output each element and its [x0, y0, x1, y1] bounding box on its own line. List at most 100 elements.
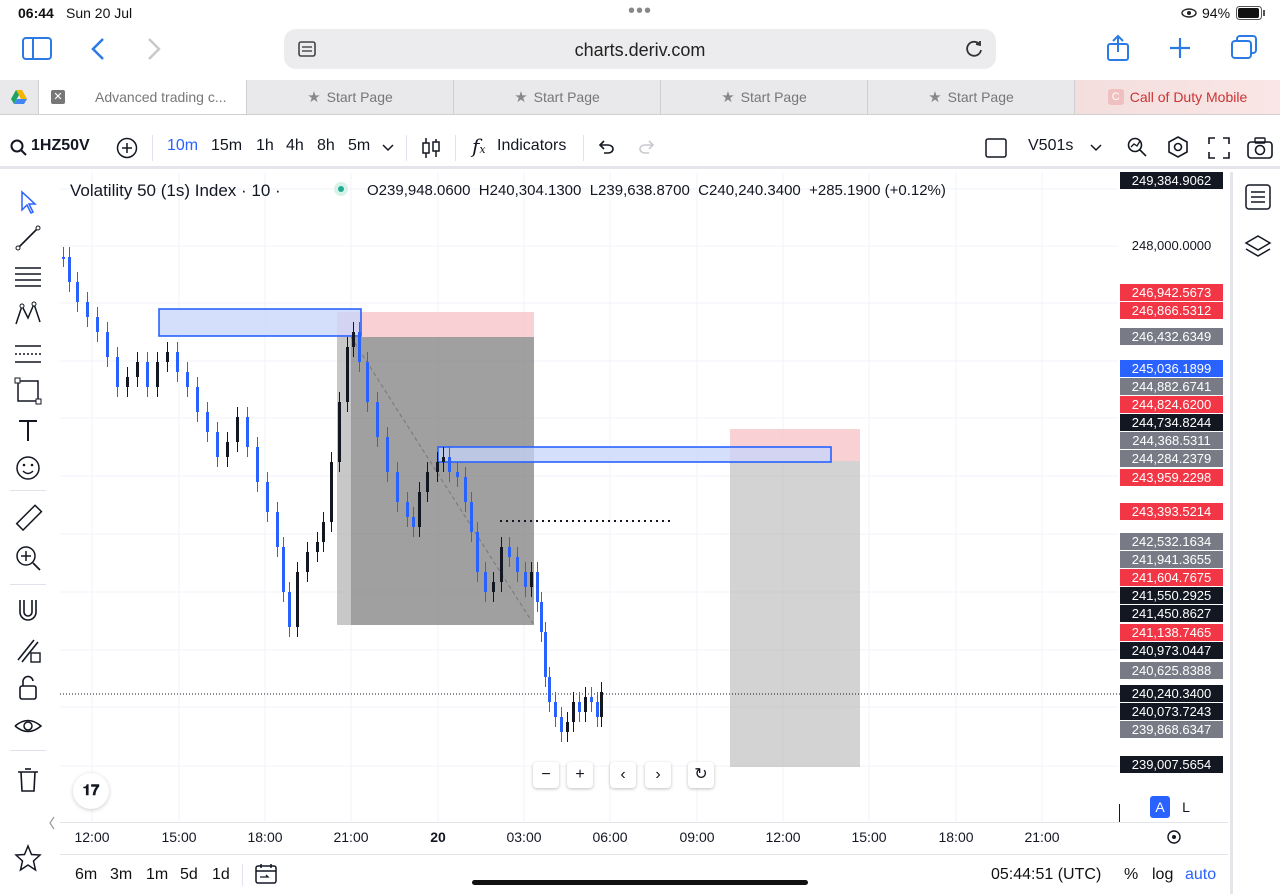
zoom-in-icon[interactable]: [12, 542, 44, 574]
zoom-in-button[interactable]: +: [567, 762, 593, 788]
favorites-star-icon[interactable]: [12, 842, 44, 874]
tab-call-of-duty[interactable]: C Call of Duty Mobile: [1074, 80, 1280, 114]
percent-scale-button[interactable]: %: [1124, 866, 1139, 883]
candle-body: [166, 352, 169, 362]
tab-advanced-trading[interactable]: ✕ Advanced trading c...: [38, 80, 246, 114]
fullscreen-icon[interactable]: [1208, 137, 1230, 159]
emoji-icon[interactable]: [12, 452, 44, 484]
sidebar-icon[interactable]: [22, 37, 52, 61]
redo-icon[interactable]: [638, 140, 656, 154]
candle-body: [536, 572, 539, 602]
tab-start-page[interactable]: ★ Start Page: [660, 80, 867, 114]
symbol-legend-title[interactable]: Volatility 50 (1s) Index · 10 ·: [70, 181, 281, 200]
candle-body: [226, 442, 229, 457]
price-chart[interactable]: [60, 172, 1228, 852]
range-1d[interactable]: 1d: [212, 866, 230, 883]
chevron-down-icon[interactable]: [382, 143, 394, 153]
symbol-search-button[interactable]: 1HZ50V: [31, 137, 90, 154]
back-icon[interactable]: [90, 37, 106, 61]
indicators-button[interactable]: Indicators: [497, 137, 567, 154]
rectangle-tool-icon[interactable]: [12, 375, 44, 407]
range-3m[interactable]: 3m: [110, 866, 133, 883]
multitask-dots-icon[interactable]: •••: [628, 0, 653, 22]
chart-toolbar: 1HZ50V 10m 15m 1h 4h 8h 5m fx Indicators…: [0, 127, 1280, 169]
ruler-icon[interactable]: [12, 502, 44, 534]
interval-4h[interactable]: 4h: [286, 137, 304, 154]
scroll-right-button[interactable]: ›: [645, 762, 671, 788]
collapse-arrow-icon[interactable]: [48, 816, 56, 830]
tab-favicon-drive[interactable]: [0, 80, 38, 114]
interval-8h[interactable]: 8h: [317, 137, 335, 154]
layout-icon[interactable]: [985, 138, 1007, 158]
fib-retracement-icon[interactable]: [12, 338, 44, 370]
search-icon[interactable]: [10, 139, 28, 157]
candle-body: [600, 692, 603, 717]
pattern-icon[interactable]: [12, 298, 44, 330]
time-axis-settings-icon[interactable]: [1166, 829, 1182, 845]
trend-line-icon[interactable]: [12, 222, 44, 254]
reload-icon[interactable]: [964, 39, 984, 59]
price-axis-label: 244,368.5311: [1120, 432, 1223, 449]
scroll-left-button[interactable]: ‹: [610, 762, 636, 788]
divider: [10, 490, 46, 491]
tradingview-logo-icon[interactable]: 𝟏𝟕: [73, 773, 109, 809]
compare-add-icon[interactable]: [116, 137, 138, 159]
candlestick-series: [62, 247, 603, 742]
log-scale-toggle[interactable]: log: [1152, 866, 1174, 883]
quick-search-icon[interactable]: [1126, 136, 1148, 158]
tab-start-page[interactable]: ★ Start Page: [246, 80, 453, 114]
candle-body: [330, 462, 333, 522]
undo-icon[interactable]: [597, 140, 615, 154]
take-profit-zone[interactable]: [730, 461, 860, 767]
range-1m[interactable]: 1m: [146, 866, 169, 883]
drawing-mode-icon[interactable]: [12, 634, 44, 666]
candle-body: [236, 417, 239, 442]
text-tool-icon[interactable]: [12, 414, 44, 446]
cursor-icon[interactable]: [12, 186, 44, 218]
forward-icon[interactable]: [146, 37, 162, 61]
interval-10m[interactable]: 10m: [167, 137, 199, 154]
tabs-overview-icon[interactable]: [1230, 35, 1258, 61]
trash-icon[interactable]: [12, 764, 44, 796]
reset-chart-button[interactable]: ↻: [688, 762, 714, 788]
tab-label: Advanced trading c...: [95, 89, 227, 105]
camera-icon[interactable]: [1247, 137, 1273, 159]
range-6m[interactable]: 6m: [75, 866, 98, 883]
price-axis-label: 241,450.8627: [1120, 605, 1223, 622]
log-scale-button[interactable]: L: [1182, 799, 1190, 815]
layers-icon[interactable]: [1244, 234, 1272, 260]
utc-clock[interactable]: 05:44:51 (UTC): [991, 866, 1102, 883]
range-5d[interactable]: 5d: [180, 866, 198, 883]
lock-icon[interactable]: [12, 672, 44, 704]
horizontal-lines-icon[interactable]: [12, 260, 44, 292]
supply-zone-rectangle[interactable]: [158, 308, 362, 337]
auto-scale-toggle[interactable]: auto: [1185, 866, 1217, 883]
watchlist-icon[interactable]: [1245, 184, 1271, 210]
go-to-date-icon[interactable]: [255, 863, 277, 885]
indicators-icon[interactable]: fx: [472, 134, 486, 158]
share-icon[interactable]: [1106, 34, 1130, 62]
interval-5m[interactable]: 5m: [348, 137, 371, 154]
stop-loss-zone[interactable]: [337, 312, 534, 337]
tab-start-page[interactable]: ★ Start Page: [867, 80, 1074, 114]
reader-icon[interactable]: [298, 41, 316, 57]
close-tab-icon[interactable]: ✕: [51, 90, 65, 104]
interval-1h[interactable]: 1h: [256, 137, 274, 154]
interval-15m[interactable]: 15m: [211, 137, 243, 154]
chevron-down-icon[interactable]: [1090, 143, 1102, 153]
new-tab-icon[interactable]: [1169, 37, 1191, 59]
chart-pane[interactable]: Volatility 50 (1s) Index · 10 · O239,948…: [60, 172, 1228, 852]
home-indicator: [472, 880, 808, 885]
tab-start-page[interactable]: ★ Start Page: [453, 80, 660, 114]
eye-icon[interactable]: [12, 710, 44, 742]
magnet-icon[interactable]: [12, 594, 44, 626]
layout-name-button[interactable]: V501s: [1028, 137, 1074, 154]
settings-gear-icon[interactable]: [1167, 136, 1189, 158]
candle-body: [116, 357, 119, 387]
auto-scale-button[interactable]: A: [1150, 796, 1170, 818]
candles-chart-type-icon[interactable]: [420, 136, 442, 160]
tab-label: Call of Duty Mobile: [1129, 89, 1248, 105]
address-bar[interactable]: charts.deriv.com: [284, 29, 996, 69]
price-axis[interactable]: 249,384.9062 248,000.0000 246,942.5673 246,…: [60, 172, 1228, 822]
zoom-out-button[interactable]: −: [533, 762, 559, 788]
